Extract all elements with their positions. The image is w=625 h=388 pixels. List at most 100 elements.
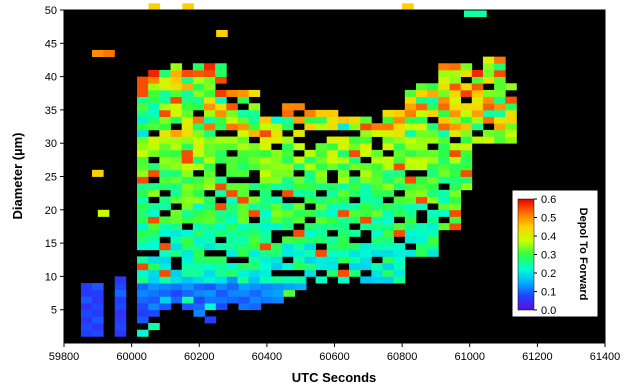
x-tick-label: 60800 <box>387 351 418 363</box>
heatmap-cell <box>204 303 217 311</box>
heatmap-cell <box>326 243 339 251</box>
heatmap-cell <box>237 223 250 231</box>
heatmap-cell <box>393 196 406 204</box>
heatmap-cell <box>148 149 160 157</box>
heatmap-cell <box>237 123 250 131</box>
heatmap-cell <box>337 196 350 204</box>
heatmap-cell <box>237 149 250 157</box>
heatmap-cell <box>337 123 350 131</box>
heatmap-cell <box>203 263 216 271</box>
heatmap-cell <box>114 289 127 297</box>
heatmap-cell <box>471 96 484 104</box>
heatmap-cell <box>282 116 294 124</box>
heatmap-cell <box>137 203 149 211</box>
heatmap-cell <box>80 329 93 337</box>
heatmap-cell <box>92 296 104 304</box>
heatmap-cell <box>226 249 238 257</box>
heatmap-cell <box>226 216 238 224</box>
heatmap-cell <box>326 156 339 164</box>
heatmap-cell <box>203 183 216 191</box>
heatmap-cell <box>148 263 160 271</box>
heatmap-cell <box>181 129 194 137</box>
heatmap-cell <box>248 163 261 171</box>
heatmap-cell <box>315 229 328 237</box>
heatmap-cell <box>137 83 149 91</box>
heatmap-cell <box>393 169 406 177</box>
heatmap-cell <box>382 183 395 191</box>
heatmap-cell <box>226 229 238 237</box>
heatmap-cell <box>259 123 272 131</box>
heatmap-cell <box>449 216 462 224</box>
heatmap-cell <box>259 276 272 284</box>
heatmap-cell <box>382 189 395 197</box>
heatmap-cell <box>170 209 183 217</box>
heatmap-cell <box>371 276 383 284</box>
heatmap-cell <box>203 116 216 124</box>
heatmap-cell <box>349 203 361 211</box>
heatmap-cell <box>192 129 205 137</box>
heatmap-cell <box>226 156 238 164</box>
heatmap-cell <box>494 63 506 71</box>
x-tick-label: 61200 <box>522 351 553 363</box>
heatmap-cell <box>315 143 328 151</box>
heatmap-cell <box>159 156 171 164</box>
heatmap-cell <box>283 289 295 297</box>
heatmap-cell <box>415 196 428 204</box>
heatmap-cell <box>137 123 149 131</box>
heatmap-cell <box>315 123 328 131</box>
heatmap-cell <box>137 229 149 237</box>
heatmap-cell <box>159 243 171 251</box>
heatmap-cell <box>248 229 261 237</box>
heatmap-cell <box>393 183 406 191</box>
heatmap-cell <box>248 223 261 231</box>
heatmap-cell <box>159 149 171 157</box>
heatmap-cell <box>315 256 328 264</box>
heatmap-cell <box>349 176 361 184</box>
heatmap-cell <box>248 263 261 271</box>
heatmap-cell <box>203 76 216 84</box>
heatmap-cell <box>315 216 328 224</box>
heatmap-cell <box>438 196 450 204</box>
heatmap-cell <box>471 109 484 117</box>
heatmap-cell <box>449 96 462 104</box>
heatmap-cell <box>460 63 473 71</box>
heatmap-cell <box>215 69 227 77</box>
heatmap-cell <box>159 129 171 137</box>
heatmap-cell <box>404 136 417 144</box>
colorbar-tick-label: 0.3 <box>541 250 556 262</box>
heatmap-cell <box>148 189 160 197</box>
heatmap-cell <box>326 163 339 171</box>
heatmap-cell <box>181 156 194 164</box>
heatmap-cell <box>427 229 439 237</box>
heatmap-cell <box>415 229 428 237</box>
heatmap-cell <box>438 156 450 164</box>
heatmap-cell <box>226 163 238 171</box>
heatmap-cell <box>427 123 439 131</box>
heatmap-cell <box>203 156 216 164</box>
heatmap-cell <box>427 249 439 257</box>
heatmap-cell <box>382 243 395 251</box>
heatmap-cell <box>204 283 217 291</box>
heatmap-cell <box>170 69 183 77</box>
heatmap-cell <box>148 203 160 211</box>
heatmap-cell <box>170 116 183 124</box>
heatmap-cell <box>270 216 283 224</box>
heatmap-cell <box>215 243 227 251</box>
heatmap-cell <box>182 289 194 297</box>
heatmap-cell <box>326 256 339 264</box>
heatmap-cell <box>170 276 183 284</box>
heatmap-cell <box>404 156 417 164</box>
heatmap-cell <box>282 183 294 191</box>
heatmap-cell <box>460 69 473 77</box>
heatmap-cell <box>326 216 339 224</box>
heatmap-cell <box>159 183 171 191</box>
heatmap-cell <box>237 109 250 117</box>
heatmap-cell <box>203 123 216 131</box>
heatmap-cell <box>159 69 171 77</box>
heatmap-cell <box>360 223 372 231</box>
heatmap-cell <box>92 289 104 297</box>
heatmap-cell <box>449 129 462 137</box>
heatmap-cell <box>404 163 417 171</box>
heatmap-cell <box>360 276 372 284</box>
colorbar-gradient <box>517 198 535 311</box>
